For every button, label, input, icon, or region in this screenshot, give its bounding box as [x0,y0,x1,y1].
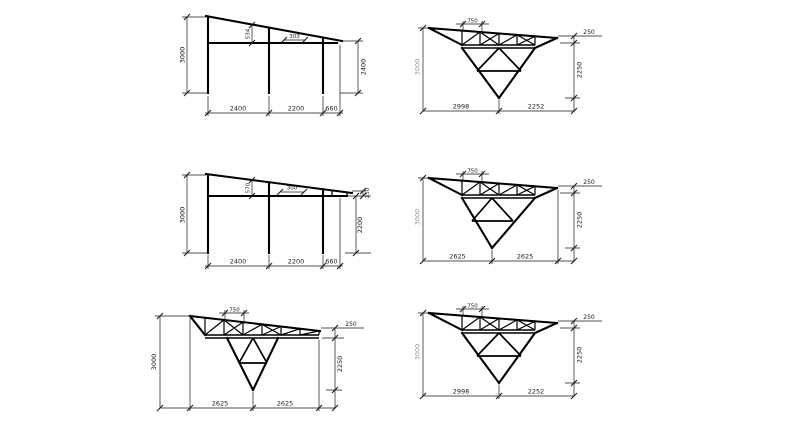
frame2-eave-posts [331,190,348,196]
frame1-span3-dim: 660 [325,105,337,113]
truss1-left-height-dim: 3000 [414,59,422,76]
truss3-inner-triangle [238,337,268,364]
truss-elevation-2: 3000 750 250 2250 2625 2625 [410,155,645,280]
truss4-structure-lines [427,311,559,385]
truss4-end-depth-dim: 250 [583,314,595,321]
truss-elevation-3: 3000 750 250 2250 2625 2625 [148,295,403,445]
frame2-left-height-dim: 3000 [179,207,187,224]
truss2-span1-dim: 2625 [449,253,466,261]
frame1-right-height-dim: 2400 [360,59,368,76]
truss1-span2-dim: 2252 [528,103,545,111]
truss2-web-members [461,180,536,196]
truss1-structure-lines [427,26,559,100]
frame-elevation-1: 3000 534 303 2400 2400 2200 660 [179,5,380,140]
truss4-depth-dim: 2250 [576,347,584,364]
truss4-span1-dim: 2998 [453,388,470,396]
frame1-span1-dim: 2400 [230,105,247,113]
truss4-left-height-dim: 3000 [414,344,422,361]
truss1-end-depth-dim: 250 [583,29,595,36]
truss-elevation-1: 3000 750 250 2250 2998 2252 [410,5,645,130]
frame2-span1-dim: 2400 [230,258,247,266]
frame1-span2-dim: 2200 [288,105,305,113]
truss2-span2-dim: 2625 [517,253,534,261]
frame2-dimension-lines [182,174,371,269]
truss2-structure-lines [427,176,559,250]
truss3-dimension-lines [155,310,364,411]
truss4-panel-width-dim: 750 [467,304,478,310]
truss1-panel-width-dim: 750 [467,19,478,25]
frame2-eave-depth-dim: 250 [365,187,371,198]
truss4-tick-marks [419,305,578,400]
truss3-span2-dim: 2625 [277,400,294,408]
truss1-span1-dim: 2998 [453,103,470,111]
truss3-end-depth-dim: 250 [345,321,357,328]
frame1-left-height-dim: 3000 [179,47,187,64]
truss3-web-members [204,317,320,336]
truss1-tick-marks [419,20,578,115]
frame-elevation-2: 3000 570 300 250 2200 2400 2200 660 [179,155,380,295]
frame1-structure-lines [204,14,344,95]
frame1-roof-drop-dim: 534 [246,28,252,39]
frame1-dimension-lines [182,16,363,116]
frame1-ridge-offset-dim: 303 [289,34,300,40]
truss4-span2-dim: 2252 [528,388,545,396]
truss4-web-members [461,315,536,331]
truss2-end-depth-dim: 250 [583,179,595,186]
truss1-depth-dim: 2250 [576,62,584,79]
frame2-structure-lines [204,172,354,255]
truss2-chord-lines [462,194,535,199]
truss2-inner-triangle [471,197,514,222]
frame2-tick-marks [183,171,367,270]
truss2-tick-marks [419,170,578,265]
truss2-left-height-dim: 3000 [414,209,422,226]
truss2-depth-dim: 2250 [576,212,584,229]
truss1-web-members [461,30,536,46]
truss1-inner-triangle [476,47,522,72]
truss-elevation-4: 3000 750 250 2250 2998 2252 [410,290,645,415]
truss3-depth-dim: 2250 [336,356,344,373]
truss2-panel-width-dim: 750 [467,169,478,175]
truss3-left-height-dim: 3000 [150,354,158,371]
truss3-panel-width-dim: 750 [229,308,240,314]
frame2-roof-drop-dim: 570 [246,182,252,193]
truss4-inner-triangle [476,332,522,357]
frame1-tick-marks [183,13,362,117]
truss3-structure-lines [188,314,322,392]
frame2-span2-dim: 2200 [288,258,305,266]
frame2-right-height-dim: 2200 [356,217,364,234]
truss3-chord-lines [205,334,319,339]
truss3-span1-dim: 2625 [212,400,229,408]
frame2-span3-dim: 660 [325,258,337,266]
truss3-tick-marks [156,309,339,412]
frame2-ridge-offset-dim: 300 [287,186,298,192]
